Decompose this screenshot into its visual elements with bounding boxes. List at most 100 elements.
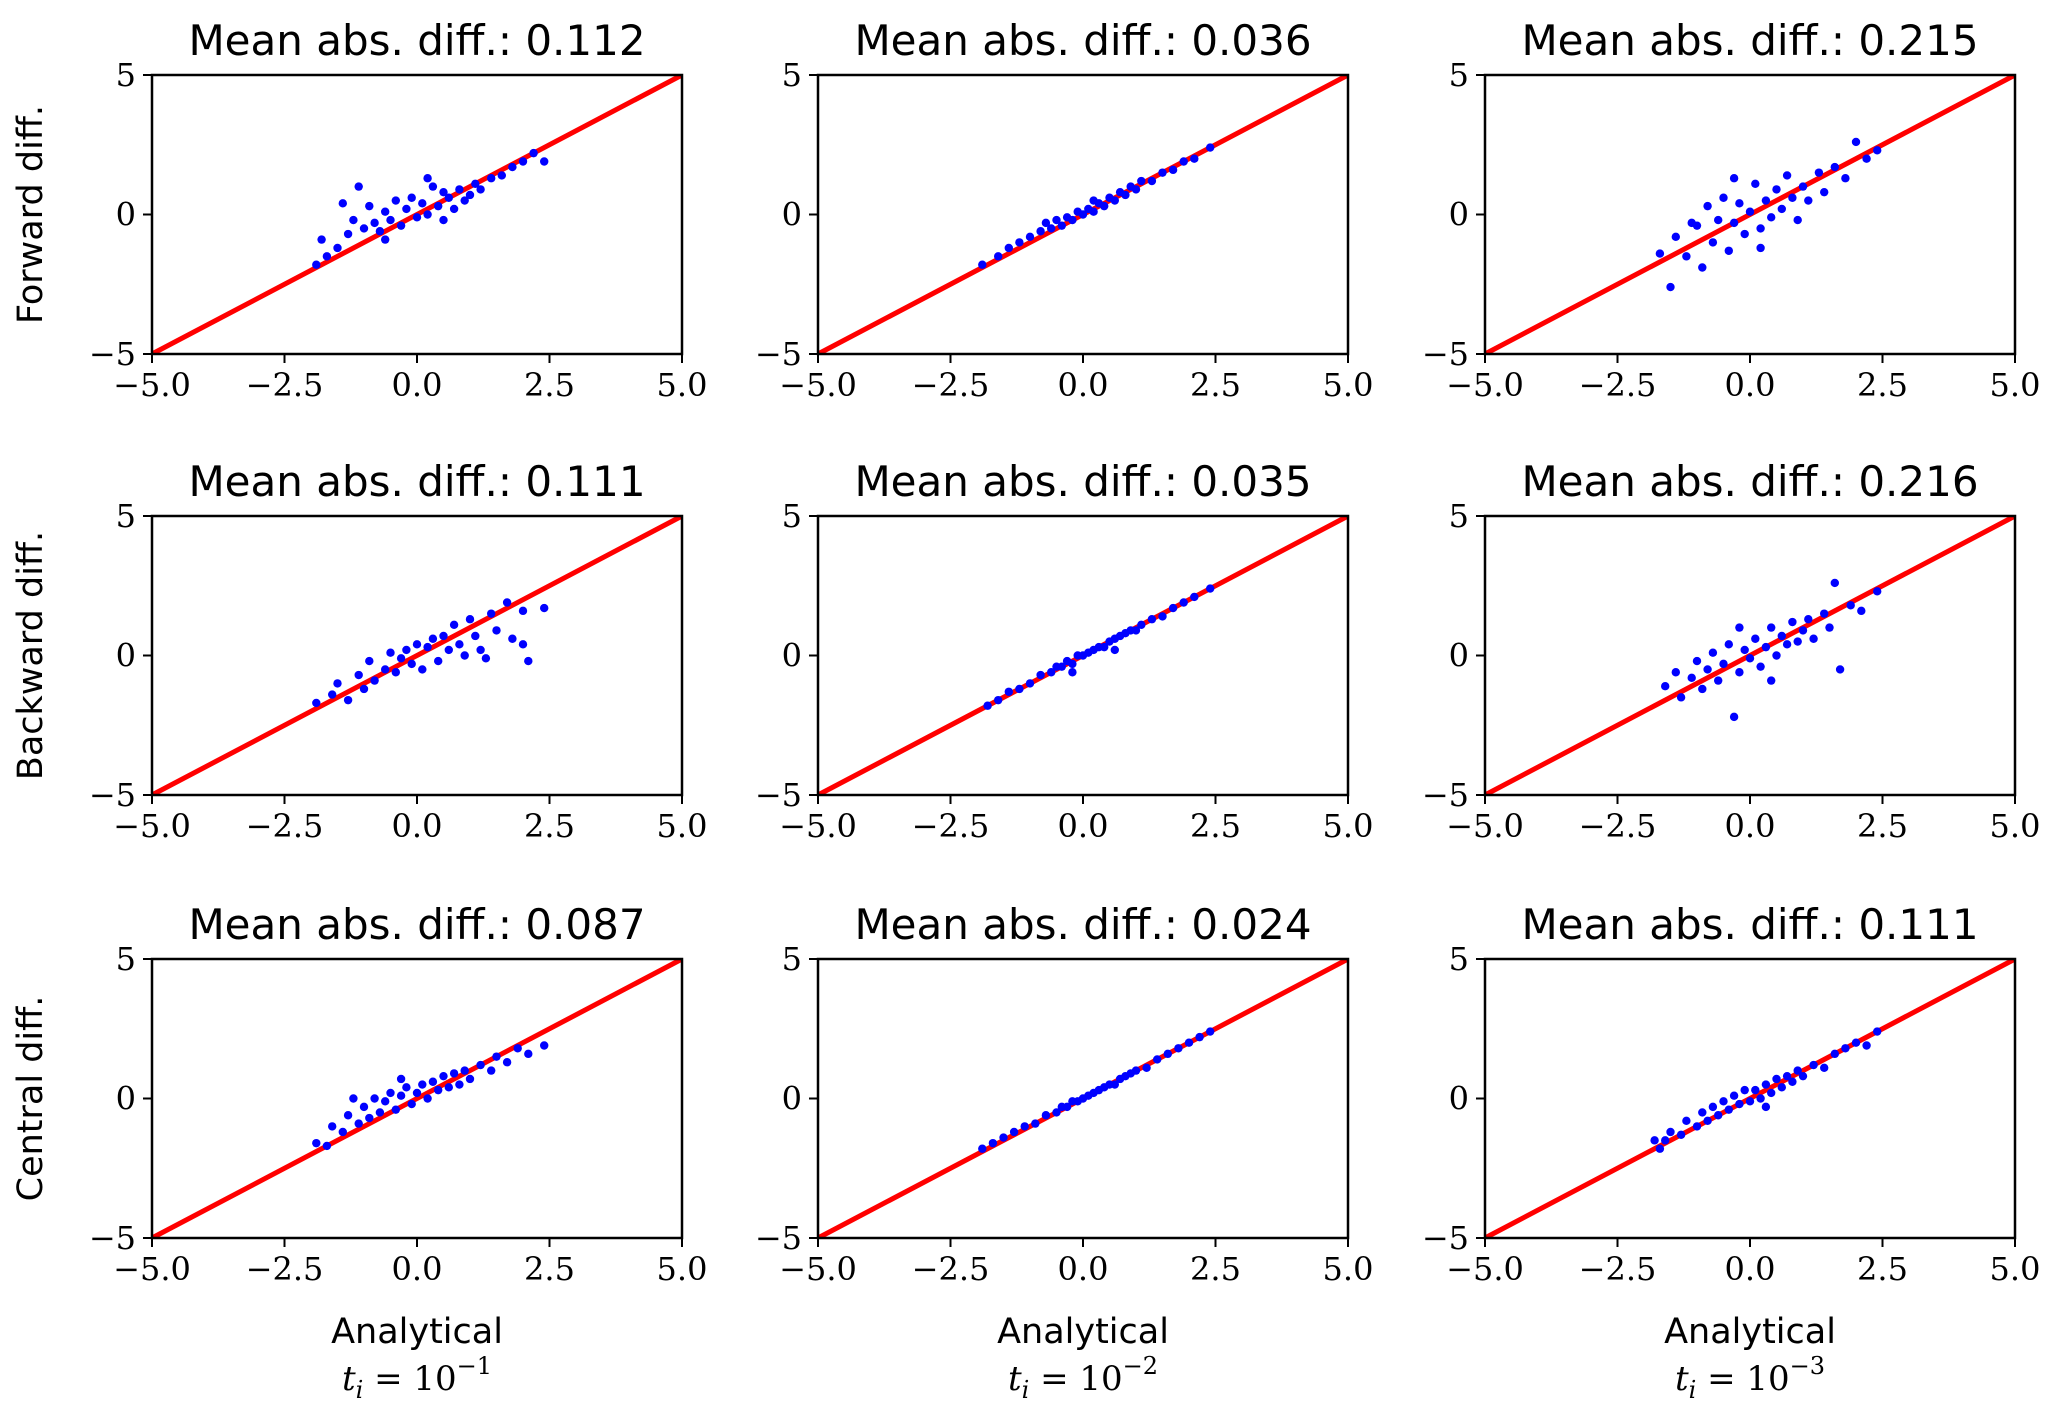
data-point [1015, 684, 1024, 694]
data-point [1137, 620, 1146, 630]
data-point [1110, 645, 1120, 655]
data-point [1687, 218, 1696, 228]
y-tick-label: 0 [782, 1080, 802, 1118]
data-point [1777, 1083, 1787, 1092]
x-tick-label: −2.5 [912, 807, 990, 845]
data-point [524, 1049, 533, 1059]
x-tick-label: −5.0 [779, 366, 857, 404]
data-point [386, 648, 395, 657]
x-tick-label: −2.5 [246, 807, 324, 845]
data-point [508, 162, 517, 172]
data-point [1820, 609, 1829, 618]
subplot-title: Mean abs. diff.: 0.024 [854, 900, 1311, 949]
data-point [434, 1085, 443, 1095]
x-tick-label: −2.5 [246, 1250, 324, 1288]
data-point [338, 199, 347, 208]
y-tick-label: 0 [116, 196, 136, 234]
data-point [1798, 182, 1808, 191]
data-point [412, 1088, 422, 1098]
data-point [386, 1088, 395, 1098]
data-point [1068, 215, 1077, 225]
x-tick-label: −5.0 [113, 1250, 191, 1288]
x-tick-label: −2.5 [912, 1250, 990, 1288]
data-point [1206, 143, 1215, 152]
x-tick-label: −5.0 [1446, 366, 1524, 404]
data-point [1708, 648, 1718, 657]
data-point [428, 182, 438, 191]
data-point [412, 640, 422, 649]
y-tick-label: 5 [782, 497, 802, 535]
data-point [476, 185, 485, 194]
data-point [1147, 615, 1157, 624]
x-tick-label: −5.0 [1446, 807, 1524, 845]
data-point [1147, 176, 1157, 186]
data-point [540, 157, 549, 166]
x-tick-label: 0.0 [392, 1250, 443, 1288]
data-point [1756, 662, 1765, 671]
data-point [1772, 1074, 1781, 1084]
data-point [365, 1113, 374, 1123]
data-point [1137, 176, 1146, 186]
data-point [312, 1138, 321, 1148]
x-tick-label: 0.0 [1725, 366, 1776, 404]
x-tick-label: 5.0 [1323, 366, 1374, 404]
subplot-title: Mean abs. diff.: 0.036 [854, 16, 1311, 65]
data-point [540, 1041, 549, 1050]
data-point [317, 235, 326, 244]
data-point [1031, 1119, 1040, 1128]
data-point [455, 185, 464, 194]
data-point [1846, 601, 1855, 610]
data-point [1110, 196, 1120, 205]
data-point [381, 665, 390, 674]
data-point [1195, 1032, 1204, 1042]
data-point [518, 606, 528, 616]
data-point [1793, 637, 1802, 646]
data-point [1788, 617, 1797, 627]
y-tick-label: 0 [1449, 637, 1469, 675]
data-point [1735, 623, 1744, 632]
subplot-grid: Mean abs. diff.: 0.112 −5.0 −2.5 0.0 2.5 5.0 −… [89, 16, 2041, 1288]
x-tick-label: 5.0 [1323, 1250, 1374, 1288]
data-point [1179, 598, 1188, 607]
data-point [508, 634, 517, 643]
data-point [333, 679, 342, 688]
x-axis-label: Analytical [331, 1312, 503, 1352]
data-point [1745, 207, 1755, 216]
data-point [1661, 681, 1670, 691]
data-point [1761, 1102, 1771, 1112]
data-point [492, 1052, 501, 1061]
data-point [524, 656, 533, 666]
data-point [1131, 185, 1141, 194]
data-point [1851, 1038, 1861, 1047]
y-tick-label: −5 [755, 335, 802, 373]
subplot-title: Mean abs. diff.: 0.111 [1521, 900, 1978, 949]
subplot-title: Mean abs. diff.: 0.111 [188, 457, 645, 506]
data-point [1873, 587, 1882, 596]
data-point [1692, 656, 1702, 666]
data-point [1756, 224, 1765, 233]
data-point [449, 204, 459, 214]
data-point [1841, 174, 1850, 183]
subplot-title: Mean abs. diff.: 0.087 [188, 900, 645, 949]
x-tick-label: 0.0 [1058, 1250, 1109, 1288]
x-tick-label: 2.5 [1857, 807, 1908, 845]
data-point [338, 1127, 347, 1137]
data-point [1057, 221, 1067, 230]
x-tick-label: −2.5 [246, 366, 324, 404]
subplot-title: Mean abs. diff.: 0.216 [1521, 457, 1978, 506]
x-tick-label: −2.5 [1579, 807, 1657, 845]
data-point [354, 182, 363, 191]
column-parameter-label: ti = 10−1 [342, 1352, 492, 1404]
scatter-panel: Mean abs. diff.: 0.087 −5.0 −2.5 0.0 2.5 5.0 −… [89, 900, 708, 1288]
data-point [460, 1066, 469, 1075]
data-point [423, 210, 432, 219]
data-point [1862, 154, 1871, 163]
data-point [978, 260, 987, 269]
data-point [349, 215, 358, 225]
data-point [1719, 193, 1728, 202]
data-point [1041, 218, 1051, 228]
data-point [492, 626, 501, 635]
data-point [1714, 215, 1723, 225]
data-point [396, 1074, 406, 1084]
data-point [1835, 665, 1845, 674]
